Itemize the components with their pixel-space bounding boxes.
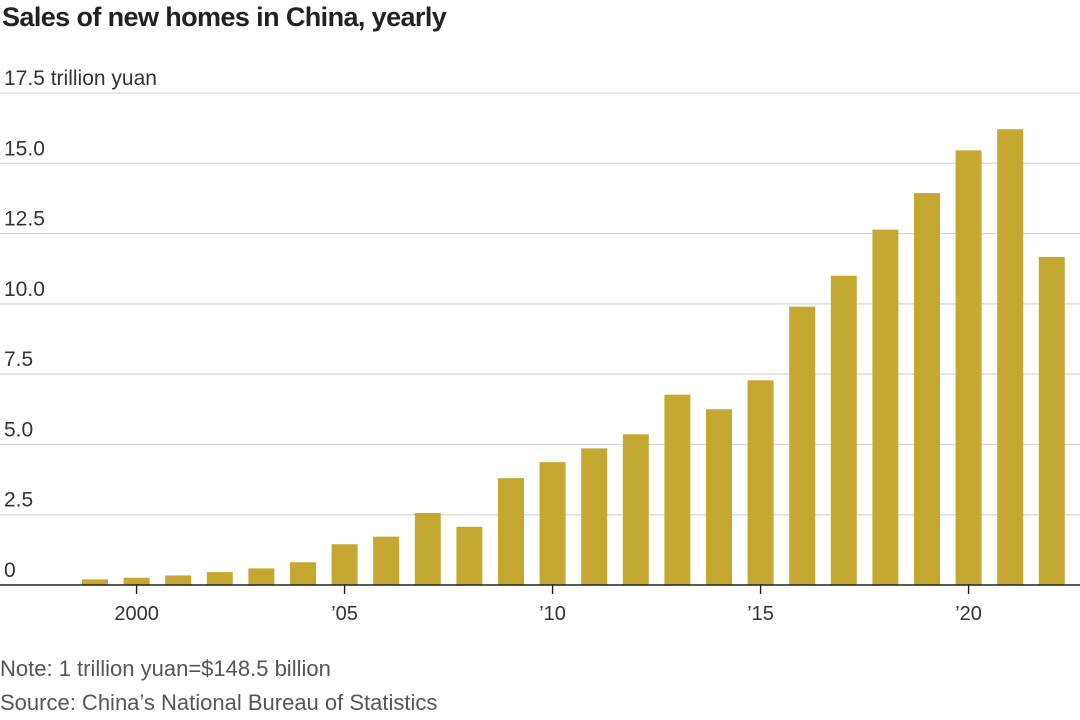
chart-source: Source: China’s National Bureau of Stati… xyxy=(0,690,438,715)
bar-2018 xyxy=(872,229,899,585)
bar-2014 xyxy=(706,409,732,585)
x-tick-label: ’10 xyxy=(539,603,566,625)
bar-2020 xyxy=(955,150,982,585)
axes xyxy=(0,584,1080,594)
bar-chart: 0 2.5 5.0 7.5 10.0 12.5 15.0 17.5 trillion yuan… xyxy=(0,67,1080,625)
bar-2013 xyxy=(664,394,691,585)
x-tick-label: ’20 xyxy=(955,603,982,625)
bar-1999 xyxy=(82,579,108,585)
chart-title: Sales of new homes in China, yearly xyxy=(2,2,447,32)
bar-2009 xyxy=(498,478,524,585)
bar-2005 xyxy=(331,544,358,585)
y-tick-label: 10.0 xyxy=(4,278,45,301)
bar-2006 xyxy=(373,536,400,585)
y-tick-label: 17.5 trillion yuan xyxy=(4,67,157,90)
y-tick-label: 7.5 xyxy=(4,348,33,371)
chart-note: Note: 1 trillion yuan=$148.5 billion xyxy=(0,656,331,681)
bar-2003 xyxy=(248,568,275,585)
tick-labels: 0 2.5 5.0 7.5 10.0 12.5 15.0 17.5 trillion yuan… xyxy=(4,67,982,625)
bars xyxy=(82,129,1065,585)
bar-2000 xyxy=(123,577,150,585)
bar-2021 xyxy=(997,129,1024,585)
y-tick-label: 15.0 xyxy=(4,137,45,160)
x-tick-label: ’15 xyxy=(747,603,774,625)
bar-2001 xyxy=(165,575,192,585)
bar-2016 xyxy=(789,306,816,585)
y-tick-label: 0 xyxy=(4,559,16,582)
y-tick-label: 5.0 xyxy=(4,418,33,441)
x-tick-label: ’05 xyxy=(331,603,358,625)
bar-2022 xyxy=(1038,256,1065,585)
bar-2011 xyxy=(581,448,608,585)
y-tick-label: 2.5 xyxy=(4,489,33,512)
y-tick-label: 12.5 xyxy=(4,208,45,231)
x-tick-label: 2000 xyxy=(114,603,159,625)
bar-2015 xyxy=(747,380,774,585)
bar-2008 xyxy=(456,526,483,585)
bar-2012 xyxy=(622,434,649,585)
gridlines xyxy=(0,92,1080,516)
bar-2002 xyxy=(206,572,233,585)
bar-2019 xyxy=(914,193,940,585)
bar-2010 xyxy=(539,462,566,585)
bar-2017 xyxy=(830,275,857,585)
bar-2007 xyxy=(414,513,441,585)
bar-2004 xyxy=(290,562,316,585)
